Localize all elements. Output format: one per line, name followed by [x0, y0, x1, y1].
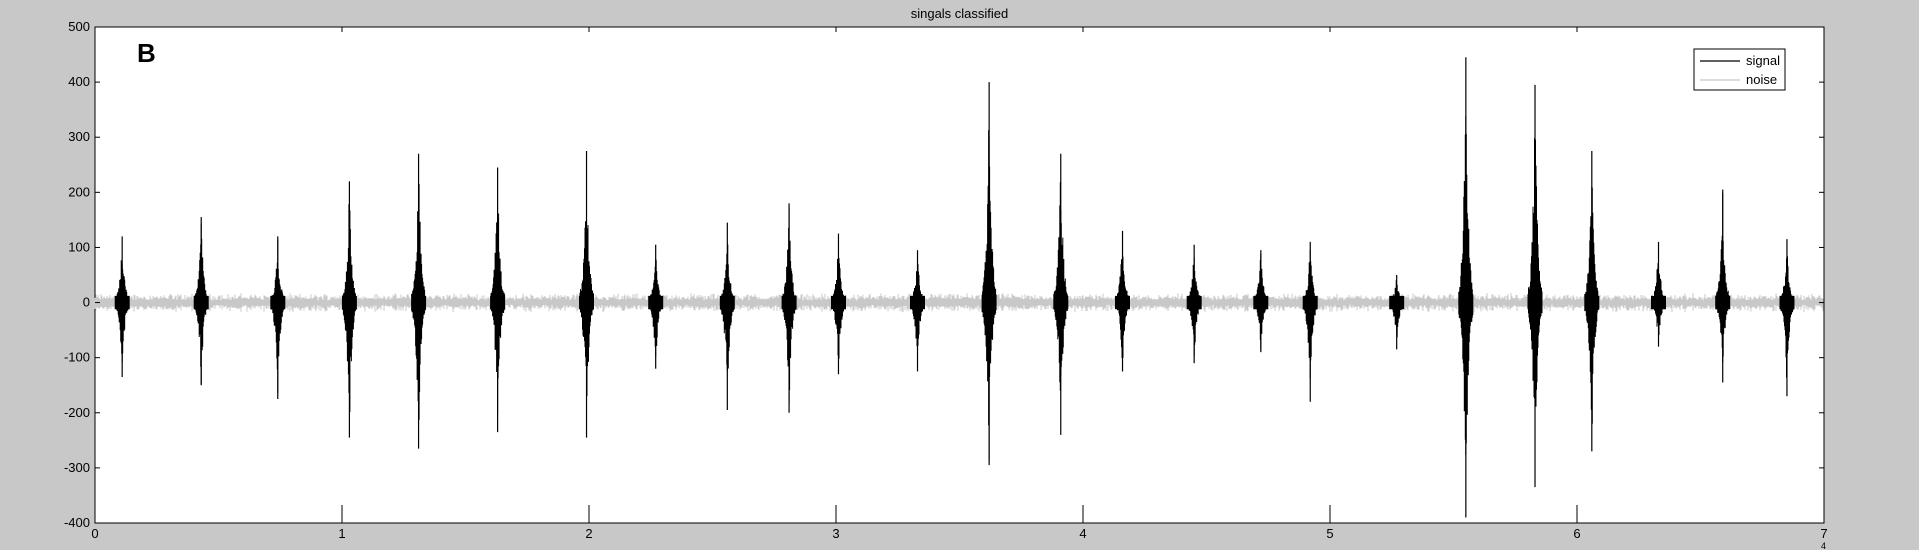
burst-22 — [1651, 241, 1666, 347]
burst-0 — [114, 236, 130, 377]
burst-9 — [781, 203, 797, 413]
burst-trace — [1715, 192, 1731, 363]
burst-1 — [193, 217, 209, 386]
signal-series — [114, 57, 1795, 518]
burst-24 — [1779, 239, 1795, 397]
burst-trace — [1302, 250, 1318, 379]
burst-18 — [1389, 275, 1405, 350]
burst-10 — [831, 233, 846, 375]
y-tick-label: 100 — [68, 239, 90, 254]
burst-trace — [411, 184, 427, 420]
axes: 0 1 2 3 4 5 6 7 -400 -300 -200 -100 0 100 200 300 400 500 — [64, 19, 1828, 541]
burst-trace — [270, 239, 286, 393]
burst-8 — [719, 222, 735, 411]
x-tick-label: 5 — [1326, 526, 1333, 541]
burst-trace — [114, 260, 130, 363]
burst-trace — [1584, 186, 1600, 424]
y-tick-label: 0 — [83, 295, 90, 310]
burst-trace — [490, 213, 506, 415]
burst-15 — [1186, 244, 1202, 364]
x-tick-label: 3 — [832, 526, 839, 541]
y-tick-label: -100 — [64, 350, 90, 365]
burst-trace — [910, 264, 925, 352]
burst-6 — [579, 151, 594, 438]
legend-label-signal: signal — [1746, 53, 1780, 68]
burst-trace — [719, 244, 735, 371]
burst-trace — [1115, 256, 1130, 372]
burst-trace — [648, 258, 664, 357]
legend: signal noise — [1693, 48, 1786, 91]
x-tick-label: 4 — [1079, 526, 1086, 541]
burst-trace — [341, 204, 357, 412]
y-tick-label: 500 — [68, 19, 90, 34]
x-tick-label: 0 — [91, 526, 98, 541]
legend-box — [1693, 48, 1786, 91]
burst-12 — [981, 82, 997, 466]
burst-trace — [1253, 254, 1269, 349]
burst-3 — [341, 181, 357, 438]
burst-20 — [1527, 84, 1543, 488]
burst-11 — [910, 250, 925, 372]
y-tick-label: -300 — [64, 460, 90, 475]
burst-5 — [490, 167, 506, 433]
burst-trace — [1651, 263, 1666, 342]
burst-19 — [1458, 57, 1474, 518]
panel-label: B — [137, 38, 156, 68]
burst-trace — [579, 176, 594, 396]
burst-13 — [1053, 153, 1069, 435]
x-tick-label: 6 — [1573, 526, 1580, 541]
y-tick-label: 400 — [68, 74, 90, 89]
burst-14 — [1115, 230, 1130, 372]
burst-7 — [648, 244, 664, 369]
burst-trace — [1053, 182, 1069, 391]
y-tick-label: -400 — [64, 515, 90, 530]
burst-16 — [1253, 250, 1269, 353]
burst-4 — [411, 153, 427, 449]
burst-trace — [831, 239, 846, 359]
x-tick-label: 7 — [1820, 526, 1827, 541]
legend-label-noise: noise — [1746, 72, 1777, 87]
burst-trace — [1186, 257, 1202, 356]
burst-2 — [270, 236, 286, 399]
plot-area — [94, 26, 1825, 524]
burst-21 — [1584, 151, 1600, 452]
y-tick-label: 200 — [68, 184, 90, 199]
burst-23 — [1715, 189, 1731, 383]
x-axis-exponent: 4 — [1821, 541, 1826, 550]
burst-trace — [1389, 280, 1405, 338]
burst-trace — [1779, 244, 1795, 391]
burst-trace — [781, 208, 797, 403]
burst-trace — [193, 223, 209, 385]
x-tick-label: 2 — [585, 526, 592, 541]
y-tick-label: -200 — [64, 405, 90, 420]
burst-trace — [981, 130, 997, 461]
x-tick-label: 1 — [338, 526, 345, 541]
y-tick-label: 300 — [68, 129, 90, 144]
burst-trace — [1527, 138, 1543, 412]
burst-trace — [1458, 116, 1474, 455]
burst-17 — [1302, 241, 1318, 402]
chart-title: singals classified — [911, 6, 1009, 21]
